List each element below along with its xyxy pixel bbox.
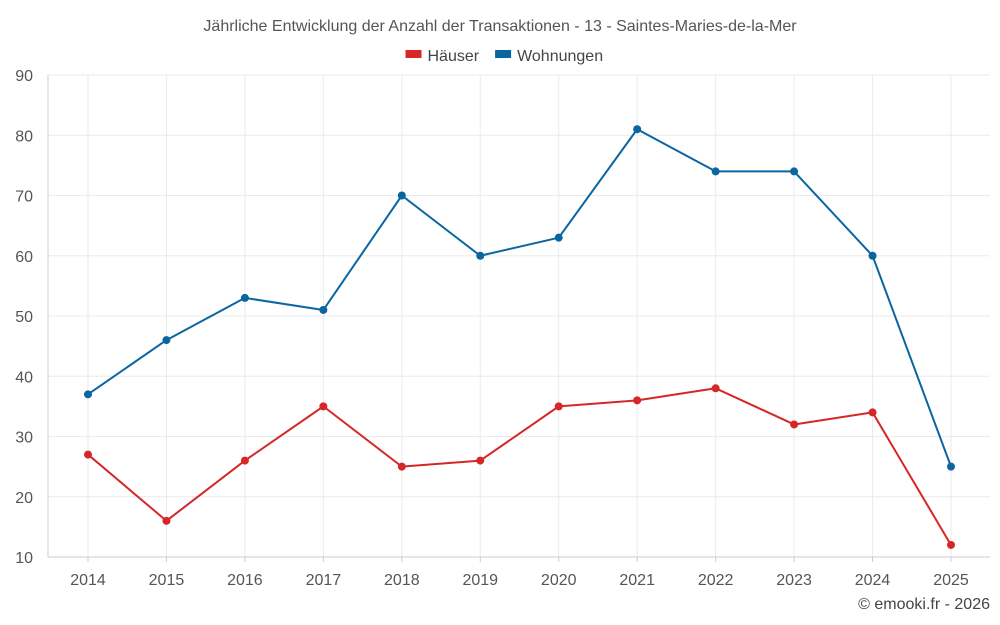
data-point-wohnungen[interactable] [84, 390, 92, 399]
data-point-wohnungen[interactable] [319, 305, 328, 314]
x-tick-label: 2024 [855, 572, 891, 589]
legend-item-h-user[interactable]: Häuser [405, 48, 480, 65]
data-point-h-user[interactable] [319, 402, 328, 411]
data-point-wohnungen[interactable] [868, 251, 877, 260]
legend-swatch [405, 50, 422, 58]
data-point-wohnungen[interactable] [162, 336, 171, 345]
data-point-h-user[interactable] [790, 420, 799, 429]
y-tick-label: 50 [15, 309, 33, 326]
y-tick-label: 90 [15, 68, 33, 85]
data-point-h-user[interactable] [476, 456, 485, 465]
data-point-wohnungen[interactable] [790, 167, 799, 176]
data-point-wohnungen[interactable] [947, 462, 955, 471]
data-point-wohnungen[interactable] [397, 191, 406, 200]
x-tick-label: 2023 [776, 572, 812, 589]
series-line-h-user [87, 387, 952, 546]
x-tick-label: 2015 [149, 572, 185, 589]
chart-title: Jährliche Entwicklung der Anzahl der Tra… [203, 18, 797, 35]
y-axis: 10 20 30 40 50 60 70 80 90 [15, 68, 49, 567]
data-point-h-user[interactable] [240, 456, 249, 465]
x-axis: 2014 2015 2016 2017 2018 2019 2020 2021 2022 2023… [48, 556, 990, 589]
data-point-h-user[interactable] [554, 402, 563, 411]
x-tick-label: 2025 [933, 572, 969, 589]
data-point-wohnungen[interactable] [554, 233, 563, 242]
legend-label: Wohnungen [517, 48, 603, 65]
data-point-wohnungen[interactable] [711, 167, 720, 176]
x-tick-label: 2019 [462, 572, 498, 589]
data-point-h-user[interactable] [633, 396, 642, 405]
grid [48, 74, 990, 557]
y-tick-label: 10 [15, 550, 33, 567]
data-point-h-user[interactable] [711, 384, 720, 393]
y-tick-label: 40 [15, 369, 33, 386]
series-layer [84, 125, 955, 549]
x-tick-label: 2014 [70, 572, 106, 589]
data-point-h-user[interactable] [868, 408, 877, 417]
data-point-wohnungen[interactable] [633, 125, 642, 134]
legend-label: Häuser [428, 48, 480, 65]
data-point-wohnungen[interactable] [240, 293, 249, 302]
x-tick-label: 2018 [384, 572, 420, 589]
data-point-wohnungen[interactable] [476, 251, 485, 260]
x-tick-label: 2020 [541, 572, 577, 589]
y-tick-label: 20 [15, 490, 33, 507]
x-tick-label: 2022 [698, 572, 734, 589]
legend: Häuser Wohnungen [405, 48, 603, 65]
data-point-h-user[interactable] [397, 462, 406, 471]
y-tick-label: 60 [15, 249, 33, 266]
data-point-h-user[interactable] [162, 516, 171, 525]
data-point-h-user[interactable] [84, 450, 92, 459]
series-line-wohnungen [87, 128, 952, 467]
credit-text: © emooki.fr - 2026 [858, 596, 990, 613]
legend-swatch [495, 50, 512, 58]
y-tick-label: 30 [15, 430, 33, 447]
x-tick-label: 2017 [306, 572, 342, 589]
y-tick-label: 80 [15, 128, 33, 145]
data-point-h-user[interactable] [947, 540, 955, 549]
x-tick-label: 2016 [227, 572, 263, 589]
legend-item-wohnungen[interactable]: Wohnungen [495, 48, 603, 65]
y-tick-label: 70 [15, 189, 33, 206]
x-tick-label: 2021 [619, 572, 655, 589]
